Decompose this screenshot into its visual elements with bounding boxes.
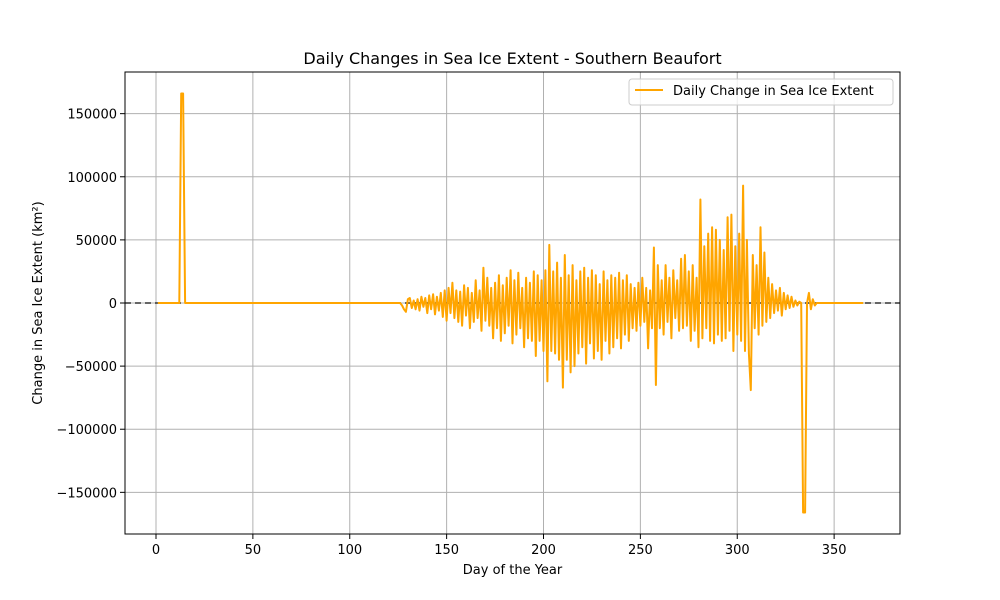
x-axis-label: Day of the Year	[463, 563, 563, 578]
y-axis-label: Change in Sea Ice Extent (km²)	[31, 201, 46, 404]
x-tick-label: 50	[245, 543, 262, 558]
x-tick-label: 100	[337, 543, 362, 558]
y-axis: 150000 100000 50000 0 −50000 −100000 −150000	[56, 108, 125, 501]
y-tick-label: 50000	[76, 234, 117, 249]
y-tick-label: −100000	[56, 423, 117, 438]
series-group	[157, 92, 864, 514]
x-tick-label: 0	[152, 543, 160, 558]
x-axis: 0 50 100 150 200 250 300 350	[152, 534, 847, 558]
x-tick-label: 250	[628, 543, 653, 558]
x-tick-label: 200	[531, 543, 556, 558]
y-tick-label: −150000	[56, 486, 117, 501]
legend: Daily Change in Sea Ice Extent	[628, 78, 894, 106]
y-tick-label: 0	[109, 297, 117, 312]
legend-box	[628, 78, 894, 106]
x-tick-label: 350	[822, 543, 847, 558]
y-tick-label: −50000	[65, 360, 117, 375]
y-tick-label: 100000	[67, 171, 117, 186]
chart-title: Daily Changes in Sea Ice Extent - Southe…	[303, 49, 721, 68]
x-tick-label: 300	[725, 543, 750, 558]
y-tick-label: 150000	[67, 108, 117, 123]
series-line	[157, 92, 864, 514]
legend-label: Daily Change in Sea Ice Extent	[673, 84, 874, 99]
x-tick-label: 150	[434, 543, 459, 558]
